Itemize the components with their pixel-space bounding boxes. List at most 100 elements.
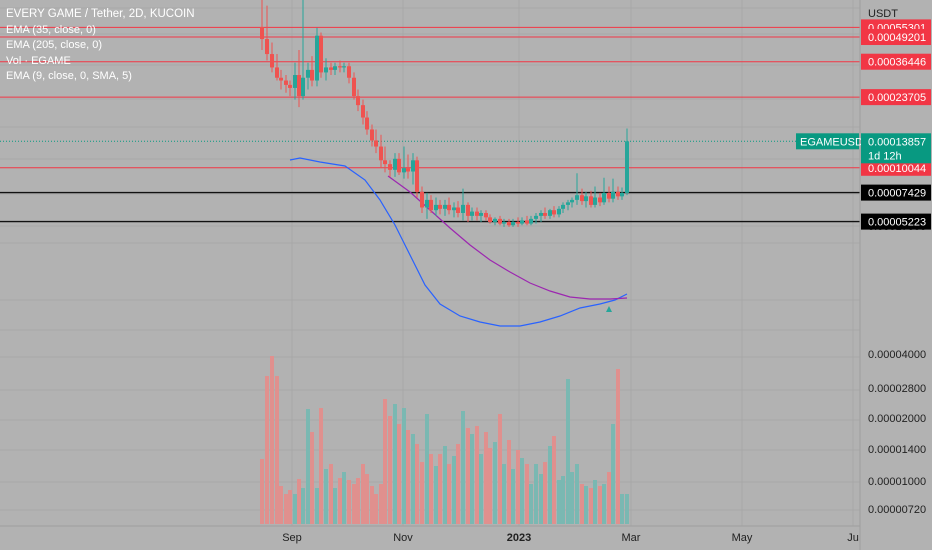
volume-bar	[438, 454, 442, 524]
countdown-text: 1d 12h	[868, 150, 902, 162]
legend-ema205[interactable]: EMA (205, close, 0)	[6, 39, 102, 51]
candle	[598, 192, 602, 207]
candle	[557, 206, 561, 218]
volume-bar	[529, 484, 533, 524]
volume-bar	[352, 484, 356, 524]
candle-body	[315, 35, 319, 81]
candle	[620, 187, 624, 200]
candle-body	[288, 84, 292, 88]
candle	[306, 62, 310, 90]
legend-ema9[interactable]: EMA (9, close, 0, SMA, 5)	[6, 70, 132, 82]
price-tag[interactable]: 0.00023705	[861, 89, 931, 106]
candle	[539, 210, 543, 222]
candle-body	[566, 202, 570, 205]
price-tag-box	[861, 29, 931, 46]
price-tag-text: 0.00007429	[868, 188, 926, 200]
volume-bar	[279, 486, 283, 524]
candle-body	[516, 221, 520, 224]
candle-body	[310, 69, 314, 81]
candle-body	[552, 210, 556, 215]
volume-bar	[383, 399, 387, 524]
candle	[529, 215, 533, 226]
volume-bar	[270, 356, 274, 524]
candle-body	[493, 218, 497, 222]
candle	[356, 89, 360, 112]
candle	[397, 153, 401, 176]
price-tick: 0.00002800	[868, 383, 926, 395]
candle	[319, 32, 323, 78]
candle	[561, 202, 565, 213]
price-tick: 0.00000720	[868, 504, 926, 516]
candle-body	[570, 199, 574, 203]
volume-bar	[461, 411, 465, 524]
volume-bar	[498, 414, 502, 524]
candle	[265, 5, 269, 61]
volume-bar	[598, 486, 602, 524]
price-tag-box	[861, 89, 931, 106]
candle	[548, 208, 552, 219]
candle	[315, 27, 319, 87]
candle-body	[620, 192, 624, 197]
volume-bar	[338, 478, 342, 524]
volume-bar	[265, 376, 269, 524]
candle	[406, 154, 410, 179]
volume-bar	[507, 440, 511, 524]
volume-bar	[589, 488, 593, 524]
candle	[429, 195, 433, 213]
candle-body	[383, 160, 387, 165]
candle	[511, 218, 515, 227]
candle	[566, 199, 570, 211]
candle-body	[584, 196, 588, 202]
candle	[625, 128, 629, 196]
candle-body	[479, 212, 483, 216]
candle-body	[411, 160, 415, 172]
candle	[602, 177, 606, 205]
volume-bar	[301, 488, 305, 524]
price-tag[interactable]: 0.00010044	[861, 159, 931, 176]
volume-bar	[361, 464, 365, 524]
candle-body	[415, 160, 419, 192]
candle-body	[525, 220, 529, 224]
price-tag[interactable]: 0.00007429	[861, 184, 931, 201]
price-tag[interactable]: 0.00005223	[861, 213, 931, 230]
candle	[593, 186, 597, 208]
price-tag-text: 0.00005223	[868, 217, 926, 229]
candle-body	[580, 195, 584, 202]
volume-bar	[584, 486, 588, 524]
axis-currency: USDT	[868, 8, 898, 20]
candle-body	[284, 80, 288, 85]
candle-body	[374, 140, 378, 147]
volume-bar	[543, 462, 547, 524]
price-tag[interactable]: 0.00036446	[861, 53, 931, 70]
time-label: Ju	[847, 532, 859, 544]
candle-body	[434, 204, 438, 211]
candle	[342, 62, 346, 73]
candle-body	[333, 66, 337, 70]
legend-volume[interactable]: Vol · EGAME	[6, 54, 71, 67]
volume-bar	[306, 409, 310, 524]
volume-bar	[324, 469, 328, 524]
volume-bar	[452, 456, 456, 524]
volume-bars	[260, 356, 629, 524]
volume-bar	[388, 416, 392, 524]
candle	[434, 197, 438, 216]
legend-ema35[interactable]: EMA (35, close, 0)	[6, 23, 96, 36]
volume-bar	[611, 424, 615, 524]
candle-body	[511, 221, 515, 226]
volume-bar	[297, 479, 301, 524]
volume-bar	[288, 490, 292, 524]
price-tag[interactable]: 0.00049201	[861, 29, 931, 46]
symbol-tag-box	[796, 133, 859, 150]
candle-body	[338, 66, 342, 68]
price-tick: 0.00001400	[868, 444, 926, 456]
candle-body	[602, 192, 606, 203]
volume-bar	[293, 494, 297, 524]
candle-body	[466, 204, 470, 216]
candle-body	[319, 35, 323, 73]
candle-body	[265, 39, 269, 55]
legend-title[interactable]: EVERY GAME / Tether, 2D, KUCOIN	[6, 8, 195, 20]
price-tags: 0.000553010.000492010.000364460.00023705…	[861, 19, 931, 230]
